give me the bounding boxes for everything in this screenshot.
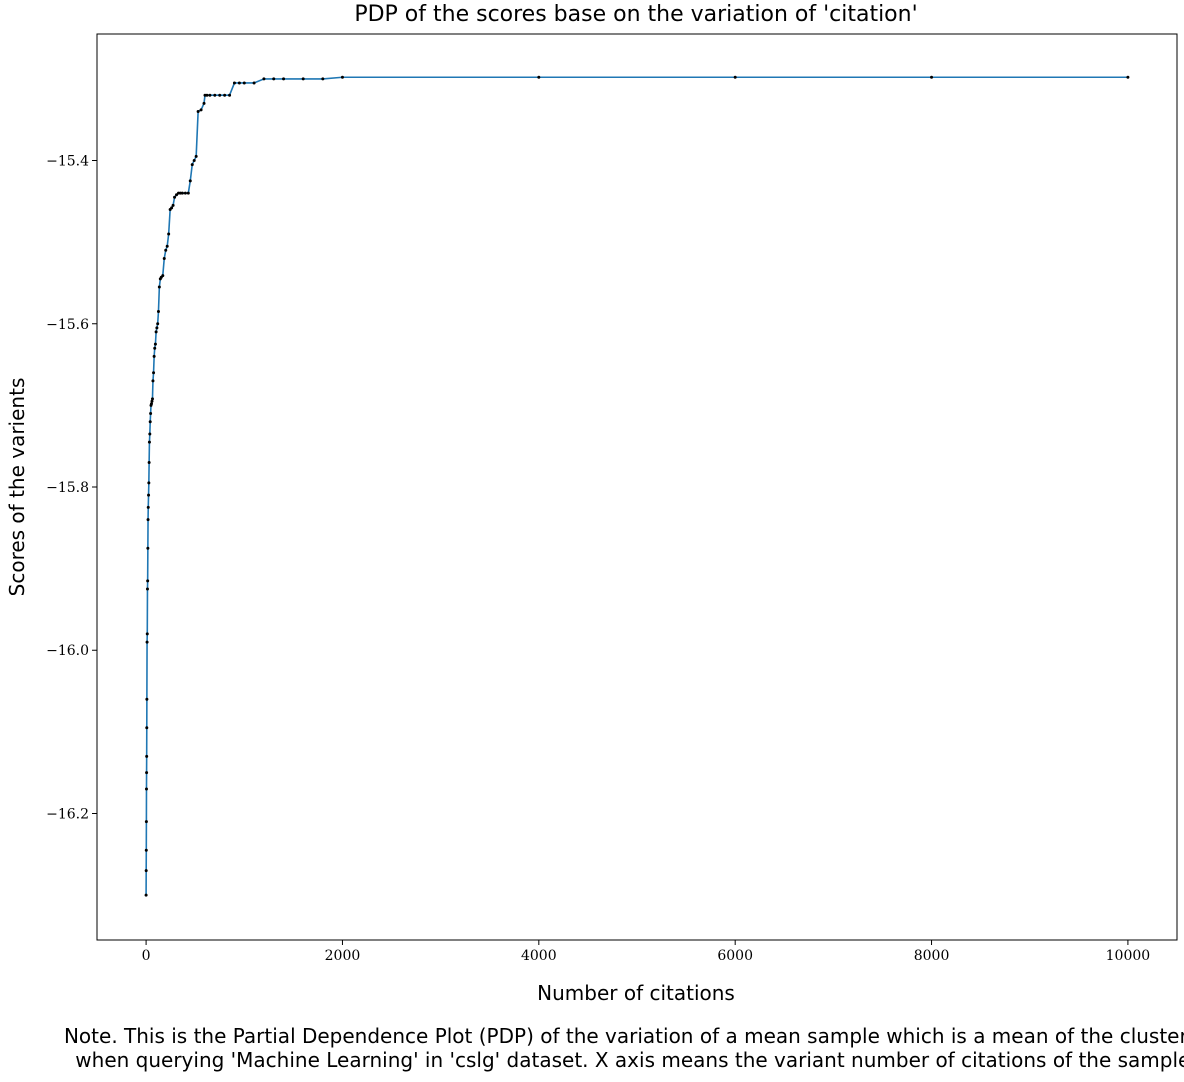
data-point <box>153 342 157 346</box>
data-point <box>171 203 175 207</box>
data-point <box>146 505 150 509</box>
data-point <box>1126 75 1130 79</box>
data-point <box>188 179 192 183</box>
data-point <box>145 754 149 758</box>
data-point <box>154 330 158 334</box>
data-point <box>162 256 166 260</box>
plot-frame <box>96 33 1178 941</box>
data-point <box>157 285 161 289</box>
x-tick-label: 4000 <box>521 948 557 964</box>
data-point <box>150 397 154 401</box>
data-point <box>237 81 241 85</box>
data-point <box>144 893 148 897</box>
data-point <box>147 493 151 497</box>
x-tick-label: 6000 <box>717 948 753 964</box>
data-point <box>145 771 149 775</box>
data-point <box>155 326 159 330</box>
chart-title: PDP of the scores base on the variation … <box>354 2 918 27</box>
data-point <box>208 93 212 97</box>
data-point <box>150 399 154 403</box>
data-point <box>147 440 151 444</box>
data-point <box>153 346 157 350</box>
data-point <box>213 93 217 97</box>
data-point <box>186 191 190 195</box>
data-point <box>242 81 246 85</box>
data-point <box>173 195 177 199</box>
data-point <box>146 579 150 583</box>
data-point <box>262 77 266 81</box>
data-point <box>144 848 148 852</box>
data-point <box>145 697 149 701</box>
y-tick-label: −16.0 <box>46 643 89 659</box>
x-tick-label: 10000 <box>1106 948 1151 964</box>
data-point <box>156 322 160 326</box>
data-point <box>144 820 148 824</box>
data-point <box>152 371 156 375</box>
data-point <box>151 379 155 383</box>
data-point <box>192 159 196 163</box>
data-point <box>145 632 149 636</box>
note-line-1: Note. This is the Partial Dependence Plo… <box>63 1024 1184 1048</box>
y-tick-label: −16.2 <box>46 806 89 822</box>
data-point <box>145 726 149 730</box>
data-point <box>205 93 209 97</box>
data-point <box>272 77 276 81</box>
data-point <box>144 787 148 791</box>
data-point <box>232 81 236 85</box>
y-axis: −16.2 −16.0 −15.8 −15.6 −15.4 <box>46 154 97 822</box>
x-tick-label: 2000 <box>325 948 361 964</box>
data-point <box>156 310 160 314</box>
data-point <box>148 432 152 436</box>
data-point <box>202 101 206 105</box>
data-point <box>190 163 194 167</box>
data-point <box>733 75 737 79</box>
y-tick-label: −15.4 <box>46 154 89 170</box>
series-layer <box>144 75 1130 897</box>
data-point <box>161 274 165 278</box>
data-point <box>930 75 934 79</box>
data-point <box>252 81 256 85</box>
data-point <box>218 93 222 97</box>
x-axis: 0 2000 4000 6000 8000 10000 <box>142 940 1151 964</box>
y-axis-label: Scores of the varients <box>5 378 29 597</box>
data-point <box>167 232 171 236</box>
data-point <box>183 191 187 195</box>
data-point <box>228 93 232 97</box>
data-point <box>340 75 344 79</box>
data-point <box>196 110 200 114</box>
data-point <box>301 77 305 81</box>
data-point <box>194 154 198 158</box>
data-point <box>144 869 148 873</box>
data-point <box>152 354 156 358</box>
data-point <box>147 461 151 465</box>
data-point <box>199 108 203 112</box>
series-line <box>145 76 1128 896</box>
data-point <box>321 77 325 81</box>
y-tick-label: −15.8 <box>46 480 89 496</box>
data-point <box>164 248 168 252</box>
data-point <box>170 206 174 210</box>
note-line-2: when querying 'Machine Learning' in 'csl… <box>75 1048 1184 1072</box>
data-point <box>146 546 150 550</box>
x-tick-label: 0 <box>142 948 151 964</box>
data-point <box>148 420 152 424</box>
data-point <box>145 587 149 591</box>
data-point <box>165 244 169 248</box>
data-point <box>145 640 149 644</box>
x-tick-label: 8000 <box>914 948 950 964</box>
data-point <box>146 518 150 522</box>
figure-note: Note. This is the Partial Dependence Plo… <box>0 1024 1184 1072</box>
data-point <box>537 75 541 79</box>
data-point <box>149 412 153 416</box>
x-axis-label: Number of citations <box>537 981 735 1005</box>
data-point <box>180 191 184 195</box>
data-point <box>147 481 151 485</box>
data-point <box>223 93 227 97</box>
data-point <box>149 402 153 406</box>
y-tick-label: −15.6 <box>46 317 89 333</box>
data-point <box>282 77 286 81</box>
